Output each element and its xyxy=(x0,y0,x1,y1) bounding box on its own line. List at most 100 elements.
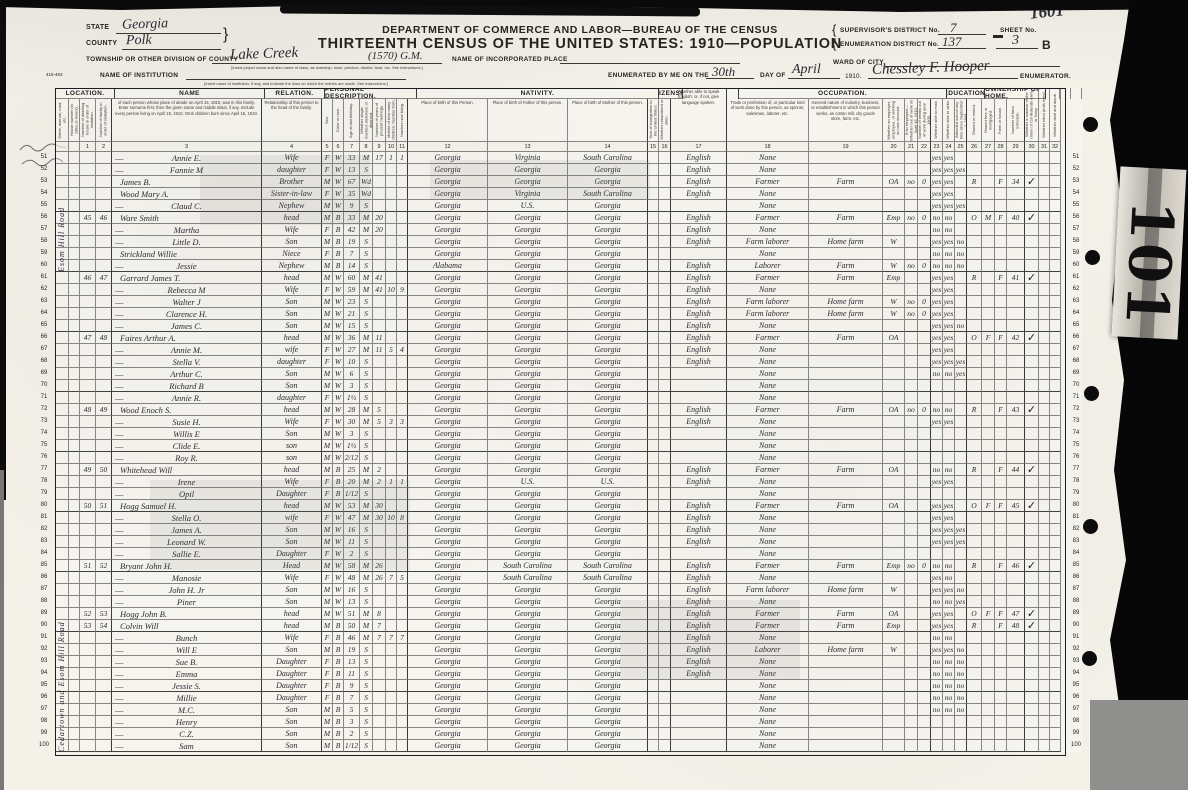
cell-nat xyxy=(659,260,671,272)
cell-blind xyxy=(1039,368,1050,380)
column-number: 27 xyxy=(982,142,995,152)
cell-wks: 0 xyxy=(918,296,931,308)
cell-read: yes xyxy=(931,200,943,212)
cell-ind xyxy=(809,548,883,560)
table-row: — Annie E. Wife F W 33 M 17 1 1 Georgia Virginia Sou… xyxy=(56,152,1082,164)
cell-street xyxy=(56,452,69,464)
cell-fs xyxy=(1007,296,1025,308)
cell-blind xyxy=(1039,668,1050,680)
cell-trade: None xyxy=(727,248,809,260)
cell-out xyxy=(905,740,918,752)
cell-fh xyxy=(995,656,1007,668)
cell-cl xyxy=(397,212,408,224)
cell-own xyxy=(967,308,982,320)
cell-mort xyxy=(982,392,995,404)
cell-ind: Farm xyxy=(809,404,883,416)
cell-mar: M xyxy=(360,572,373,584)
cell-imm xyxy=(648,200,659,212)
cell-eng xyxy=(671,248,727,260)
cell-age: 48 xyxy=(344,572,360,584)
cell-nat xyxy=(659,476,671,488)
cell-mar: S xyxy=(360,680,373,692)
cell-house xyxy=(69,428,80,440)
cell-imm xyxy=(648,692,659,704)
cell-pob: Georgia xyxy=(408,224,488,236)
cell-trade: None xyxy=(727,188,809,200)
cell-eng: English xyxy=(671,416,727,428)
cell-house xyxy=(69,632,80,644)
table-row: Wood Mary A. Sister-in-law F W 35 Wd Georgia Vi… xyxy=(56,188,1082,200)
cell-fpob: Georgia xyxy=(488,716,568,728)
cell-eng: English xyxy=(671,584,727,596)
cell-pob: Georgia xyxy=(408,344,488,356)
cell-imm xyxy=(648,332,659,344)
cell-nat xyxy=(659,416,671,428)
cell-cl xyxy=(397,272,408,284)
cell-fam xyxy=(96,656,112,668)
person-name: Henry xyxy=(175,717,198,727)
person-name: Walter J xyxy=(172,297,201,307)
column-header-cl: Number now living. xyxy=(397,99,408,142)
rownum-right: 74 xyxy=(1072,430,1080,436)
cell-mpob: Georgia xyxy=(568,428,648,440)
cell-mort xyxy=(982,548,995,560)
ditto-dash: — xyxy=(115,633,124,643)
cell-name: — Annie M. xyxy=(112,344,262,356)
cell-eng: English xyxy=(671,572,727,584)
cell-mar: M xyxy=(360,476,373,488)
cell-pob: Georgia xyxy=(408,668,488,680)
column-number: 22 xyxy=(918,142,931,152)
cell-cl xyxy=(397,260,408,272)
cell-dw xyxy=(80,452,96,464)
cell-out xyxy=(905,512,918,524)
cell-mar: S xyxy=(360,248,373,260)
cell-mort xyxy=(982,668,995,680)
cell-trade: Farmer xyxy=(727,464,809,476)
cell-fpob: Georgia xyxy=(488,512,568,524)
person-name: Richard B xyxy=(169,381,204,391)
enumerator-label: ENUMERATOR. xyxy=(1020,73,1072,80)
cell-imm xyxy=(648,620,659,632)
cell-color: B xyxy=(333,692,344,704)
cell-deaf xyxy=(1050,668,1061,680)
cell-ind: Home farm xyxy=(809,308,883,320)
cell-read: yes xyxy=(931,416,943,428)
cell-mort xyxy=(982,584,995,596)
person-name: Piner xyxy=(177,597,196,607)
cell-cl: 9 xyxy=(397,284,408,296)
cell-color: B xyxy=(333,656,344,668)
rownum-right: 95 xyxy=(1072,682,1080,688)
cell-blind xyxy=(1039,500,1050,512)
cell-cb: 10 xyxy=(386,284,397,296)
cell-blind xyxy=(1039,260,1050,272)
cell-fpob: Georgia xyxy=(488,308,568,320)
cell-yrs: 30 xyxy=(373,512,386,524)
scan-edge-right xyxy=(1110,0,1188,712)
cell-cl xyxy=(397,236,408,248)
table-row: — Irene Wife F B 20 M 2 1 1 Georgia U.S. U.S. English… xyxy=(56,476,1082,488)
cell-age: 35 xyxy=(344,188,360,200)
rownum-right: 88 xyxy=(1072,598,1080,604)
cell-color: W xyxy=(333,284,344,296)
cell-age: 19 xyxy=(344,236,360,248)
cell-fpob: Georgia xyxy=(488,464,568,476)
cell-yrs xyxy=(373,656,386,668)
rownum-left: 90 xyxy=(40,622,48,628)
cell-rel: head xyxy=(262,620,322,632)
cell-color: W xyxy=(333,416,344,428)
incorporated-underline xyxy=(560,63,740,64)
cell-cb: 10 xyxy=(386,512,397,524)
ditto-dash: — xyxy=(115,429,124,439)
table-row: — Sam Son M B 1/12 S Georgia Georgia Georgia None xyxy=(56,740,1082,752)
cell-yrs xyxy=(373,428,386,440)
cell-fpob: Georgia xyxy=(488,728,568,740)
column-header-wks: Number of weeks out of work during year … xyxy=(918,99,931,142)
cell-yrs xyxy=(373,188,386,200)
cell-own xyxy=(967,668,982,680)
cell-pob: Georgia xyxy=(408,584,488,596)
cell-house xyxy=(69,176,80,188)
cell-deaf xyxy=(1050,536,1061,548)
cell-sex: M xyxy=(322,608,333,620)
cell-name: — James C. xyxy=(112,320,262,332)
cell-trade: None xyxy=(727,524,809,536)
